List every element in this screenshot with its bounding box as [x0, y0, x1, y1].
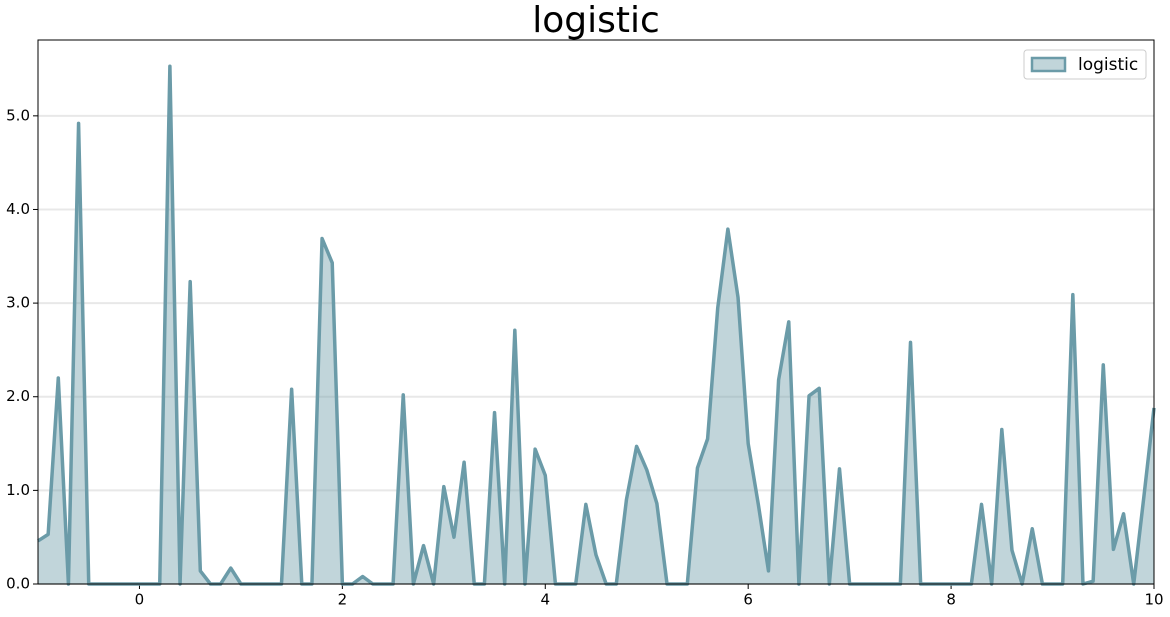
y-tick-label: 2.0	[6, 387, 30, 405]
x-tick-label: 10	[1144, 591, 1163, 609]
legend-label: logistic	[1078, 55, 1138, 75]
x-tick-label: 2	[338, 591, 348, 609]
x-tick-label: 8	[946, 591, 956, 609]
y-tick-label: 4.0	[6, 200, 30, 218]
y-tick-label: 0.0	[6, 575, 30, 593]
x-tick-label: 6	[743, 591, 753, 609]
y-tick-label: 1.0	[6, 481, 30, 499]
x-tick-label: 4	[540, 591, 550, 609]
legend-swatch	[1030, 56, 1067, 73]
plot-frame	[37, 39, 1155, 585]
y-tick-label: 3.0	[6, 294, 30, 312]
x-tick-label: 0	[135, 591, 145, 609]
area-line	[37, 64, 1156, 586]
chart-title: logistic	[532, 0, 660, 41]
area-fill	[38, 66, 1154, 585]
y-tick-label: 5.0	[6, 106, 30, 124]
